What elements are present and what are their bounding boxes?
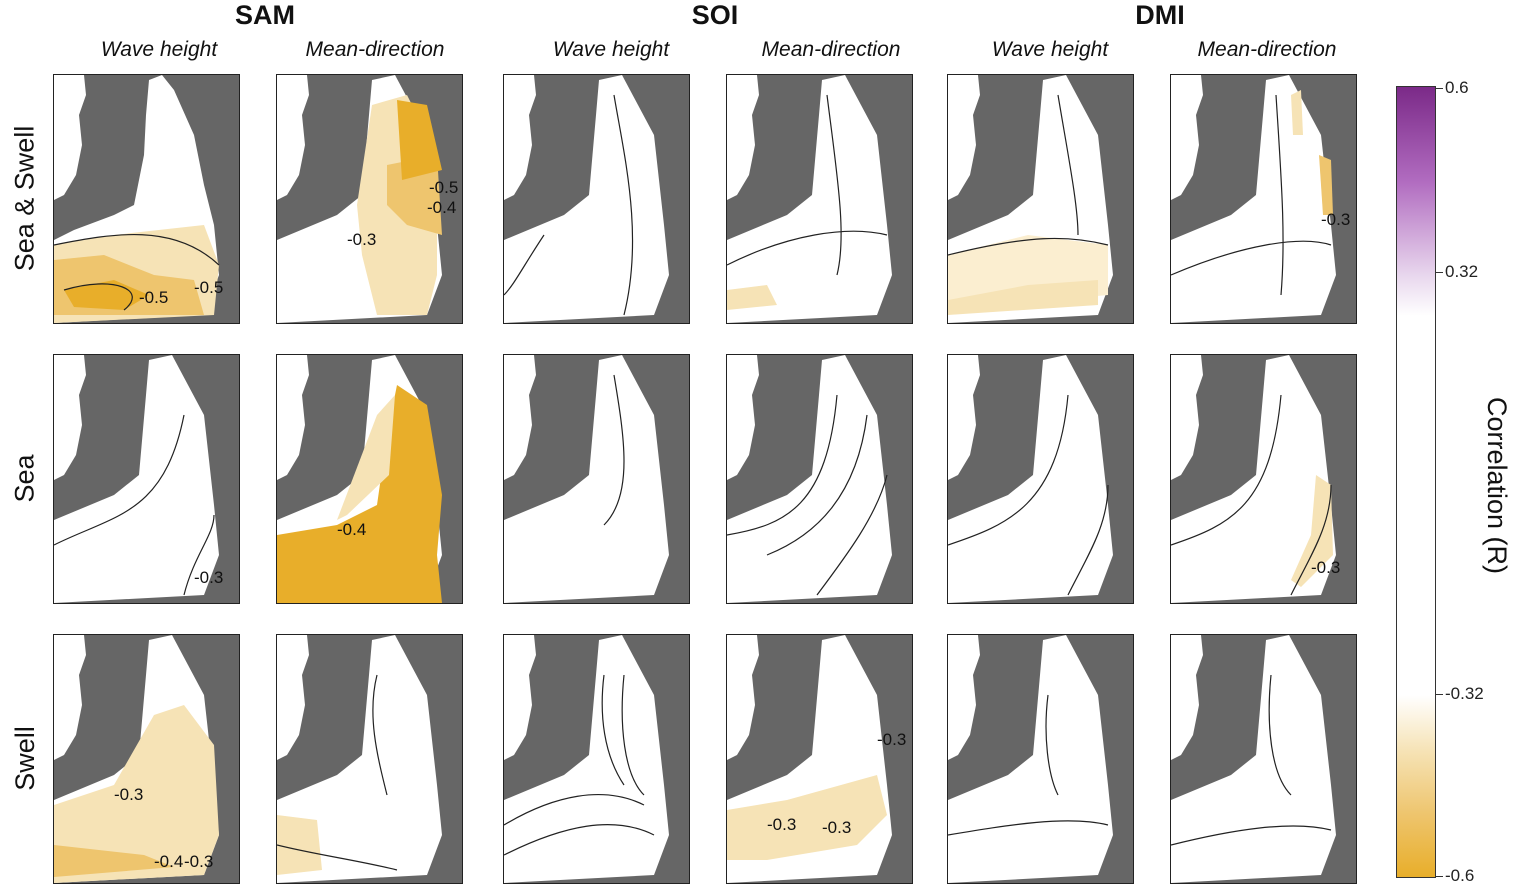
contour-label: -0.5 (429, 178, 458, 197)
panel-sea-soi-wave-height (503, 354, 690, 604)
contour-label: -0.3 (1321, 210, 1350, 229)
subtitle-dmi-mean-direction: Mean-direction (1197, 38, 1337, 61)
panel-sea-sam-mean-direction: -0.4 (276, 354, 463, 604)
contour-label: -0.4 (154, 852, 183, 871)
panel-swell-sam-mean-direction (276, 634, 463, 884)
contour-label: -0.4 (427, 198, 456, 217)
panel-sea-swell-soi-wave-height (503, 74, 690, 324)
panel-sea-swell-sam-wave-height: -0.5 -0.5 (53, 74, 240, 324)
contour-label: -0.3 (114, 785, 143, 804)
panel-sea-swell-soi-mean-direction (726, 74, 913, 324)
panel-sea-swell-dmi-mean-direction: -0.3 (1170, 74, 1357, 324)
panel-swell-sam-wave-height: -0.3 -0.4 -0.3 (53, 634, 240, 884)
subtitle-soi-wave-height: Wave height (552, 38, 670, 61)
panel-sea-soi-mean-direction (726, 354, 913, 604)
panel-sea-dmi-mean-direction: -0.3 (1170, 354, 1357, 604)
contour-label: -0.3 (347, 230, 376, 249)
contour-label: -0.4 (337, 520, 366, 539)
panel-swell-soi-wave-height (503, 634, 690, 884)
contour-label: -0.3 (767, 815, 796, 834)
panel-swell-dmi-mean-direction (1170, 634, 1357, 884)
colorbar-tick-label: 0.6 (1445, 78, 1469, 97)
subtitle-dmi-wave-height: Wave height (991, 38, 1109, 61)
colorbar-tick (1435, 272, 1443, 273)
contour-label: -0.5 (139, 288, 168, 307)
row-label-sea-swell: Sea & Swell (0, 74, 50, 322)
panel-swell-dmi-wave-height (947, 634, 1134, 884)
row-label-swell-text: Swell (9, 725, 40, 791)
subtitle-sam-mean-direction: Mean-direction (305, 38, 445, 61)
panel-sea-swell-dmi-wave-height (947, 74, 1134, 324)
contour-label: -0.3 (1311, 558, 1340, 577)
panel-sea-swell-sam-mean-direction: -0.3 -0.5 -0.4 (276, 74, 463, 324)
contour-label: -0.3 (194, 568, 223, 587)
colorbar (1396, 86, 1436, 878)
subtitle-soi-mean-direction: Mean-direction (761, 38, 901, 61)
panel-sea-sam-wave-height: -0.3 (53, 354, 240, 604)
subtitle-sam-wave-height: Wave height (100, 38, 218, 61)
colorbar-title: Correlation (R) (1472, 370, 1522, 600)
row-label-swell: Swell (0, 634, 50, 882)
group-title-soi: SOI (691, 0, 739, 30)
row-label-sea-swell-text: Sea & Swell (9, 125, 40, 271)
colorbar-tick-label: 0.32 (1445, 262, 1479, 281)
row-label-sea-text: Sea (9, 453, 40, 503)
group-title-sam: SAM (235, 0, 295, 30)
colorbar-tick (1435, 876, 1443, 877)
contour-label: -0.5 (194, 278, 223, 297)
group-title-dmi: DMI (1135, 0, 1185, 30)
panel-sea-dmi-wave-height (947, 354, 1134, 604)
row-label-sea: Sea (0, 354, 50, 602)
colorbar-tick (1435, 88, 1443, 89)
panel-swell-soi-mean-direction: -0.3 -0.3 -0.3 (726, 634, 913, 884)
colorbar-tick-label: -0.6 (1445, 866, 1475, 885)
colorbar-title-text: Correlation (R) (1482, 396, 1513, 574)
colorbar-tick (1435, 694, 1443, 695)
colorbar-tick-label: -0.32 (1445, 684, 1484, 703)
contour-label: -0.3 (184, 852, 213, 871)
contour-label: -0.3 (877, 730, 906, 749)
contour-label: -0.3 (822, 818, 851, 837)
